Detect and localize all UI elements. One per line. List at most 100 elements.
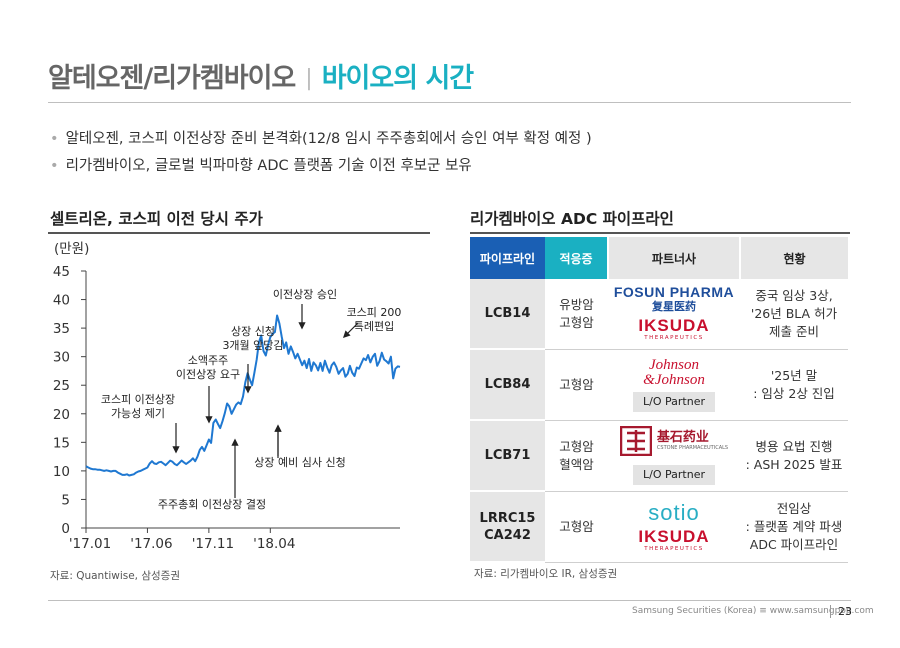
status-cell: 전임상 : 플랫폼 계약 파생 ADC 파이프라인 (740, 491, 848, 563)
table-row: LRRC15 CA242 고형암 sotio IKSUDA THERAPEUTI… (470, 491, 848, 563)
annotation-line: 이전상장 승인 (273, 288, 337, 301)
y-tick-label: 10 (53, 464, 70, 480)
sotio-logo: sotio (648, 499, 700, 525)
annotation-label: 코스피 이전상장 가능성 제기 (101, 393, 175, 420)
annotation-line: 코스피 200 (347, 306, 402, 319)
table-row: LCB84 고형암 Johnson &Johnson L/O Partner '… (470, 349, 848, 421)
footer-url: www.samsungpop.com (766, 606, 874, 616)
indication-cell: 고형암 (545, 491, 608, 563)
cstone-logo-en: CSTONE PHARMACEUTICALS (656, 445, 729, 451)
col-header-partner: 파트너사 (607, 237, 740, 279)
pipeline-table: 파이프라인 적응증 파트너사 현황 LCB14 유방암 고형암 FOSUN PH… (470, 237, 848, 563)
indication-cell: 고형암 혈액암 (545, 420, 608, 492)
partner-cell: 基石药业 CSTONE PHARMACEUTICALS L/O Partner (608, 420, 740, 492)
partner-cell: FOSUN PHARMA 复星医药 IKSUDA THERAPEUTICS (608, 279, 740, 350)
annotation-label: 상장 신청 3개월 앞당김 (222, 325, 283, 352)
price-series (85, 314, 401, 477)
johnson-and-johnson-logo-2: &Johnson (643, 371, 705, 388)
iksuda-logo-sub: THERAPEUTICS (644, 335, 704, 342)
cstone-mark-icon (619, 426, 652, 456)
annotation-label: 코스피 200 특례편입 (347, 306, 402, 333)
annotation-line: 가능성 제기 (111, 407, 165, 420)
iksuda-logo: IKSUDA (638, 316, 710, 336)
lo-partner-badge: L/O Partner (633, 465, 715, 485)
pipeline-cell: LCB84 (470, 349, 545, 421)
y-tick-label: 40 (53, 293, 70, 309)
y-tick-label: 25 (53, 378, 70, 394)
footer-brand: Samsung Securities (Korea) ≡ www.samsung… (632, 606, 874, 616)
status-cell: '25년 말 : 임상 2상 진입 (740, 349, 848, 421)
table-row: LCB71 고형암 혈액암 基石药业 CSTONE PHARMACEUTICAL… (470, 420, 848, 492)
pipeline-cell: LRRC15 CA242 (470, 491, 545, 563)
lo-partner-badge: L/O Partner (633, 391, 715, 412)
y-axis: 0 5 10 15 20 25 30 35 40 45 (53, 264, 87, 537)
fosun-pharma-logo: FOSUN PHARMA (613, 284, 735, 301)
x-tick-label: '17.06 (130, 536, 172, 552)
annotation-line: 이전상장 요구 (176, 368, 240, 381)
indication-cell: 유방암 고형암 (545, 279, 608, 350)
cstone-logo: 基石药业 CSTONE PHARMACEUTICALS (619, 426, 729, 456)
footer-divider (48, 600, 851, 601)
title-separator: | (305, 66, 312, 91)
y-unit-label: (만원) (54, 241, 89, 257)
y-tick-label: 20 (53, 407, 70, 423)
left-section-title: 셀트리온, 코스피 이전 당시 주가 (50, 210, 263, 228)
bullet-text-1: 알테오젠, 코스피 이전상장 준비 본격화(12/8 임시 주주총회에서 승인 … (65, 131, 592, 147)
annotation-line: 주주총회 이전상장 결정 (158, 498, 266, 511)
annotation-label: 이전상장 승인 (273, 288, 337, 301)
y-tick-label: 0 (61, 521, 70, 537)
table-header-row: 파이프라인 적응증 파트너사 현황 (470, 237, 848, 279)
left-source: 자료: Quantiwise, 삼성증권 (50, 570, 180, 582)
table-row: LCB14 유방암 고형암 FOSUN PHARMA 复星医药 IKSUDA T… (470, 279, 848, 350)
annotation-line: 상장 신청 (231, 325, 275, 338)
right-section-rule (470, 232, 850, 234)
x-axis: '17.01 '17.06 '17.11 '18.04 (69, 527, 400, 552)
annotation-line: 3개월 앞당김 (222, 339, 283, 352)
annotation-arrow (342, 322, 359, 339)
annotation-label: 소액주주 이전상장 요구 (176, 354, 240, 381)
annotation-line: 특례편입 (354, 320, 394, 333)
y-tick-label: 5 (61, 492, 70, 508)
x-tick-label: '17.01 (69, 536, 111, 552)
status-cell: 병용 요법 진행 : ASH 2025 발표 (740, 420, 848, 492)
annotation-line: 코스피 이전상장 (101, 393, 175, 406)
title-divider (48, 102, 851, 103)
fosun-pharma-logo-cn: 复星医药 (652, 300, 696, 314)
pipeline-cell: LCB14 (470, 279, 545, 350)
page-number: 23 (830, 605, 852, 618)
x-tick-label: '18.04 (253, 536, 295, 552)
col-header-status: 현황 (739, 237, 848, 279)
x-tick-label: '17.11 (192, 536, 234, 552)
partner-cell: Johnson &Johnson L/O Partner (608, 349, 740, 421)
bullet-list: • 알테오젠, 코스피 이전상장 준비 본격화(12/8 임시 주주총회에서 승인… (50, 126, 592, 180)
y-tick-label: 35 (53, 321, 70, 337)
cstone-logo-cn: 基石药业 (656, 430, 709, 445)
page-title: 알테오젠/리가켐바이오 | 바이오의 시간 (48, 56, 474, 95)
col-header-indication: 적응증 (545, 237, 608, 279)
partner-cell: sotio IKSUDA THERAPEUTICS (608, 491, 740, 563)
y-tick-label: 15 (53, 435, 70, 451)
footer-company: Samsung Securities (Korea) (632, 606, 760, 616)
iksuda-logo-sub: THERAPEUTICS (644, 545, 704, 552)
annotation-line: 상장 예비 심사 신청 (254, 456, 345, 469)
col-header-pipeline: 파이프라인 (470, 237, 545, 279)
y-tick-label: 30 (53, 350, 70, 366)
pipeline-cell: LCB71 (470, 420, 545, 492)
annotation-label: 주주총회 이전상장 결정 (158, 498, 266, 511)
status-cell: 중국 임상 3상, '26년 BLA 허가 제출 준비 (740, 279, 848, 350)
annotation-label: 상장 예비 심사 신청 (254, 456, 345, 469)
title-topic: 바이오의 시간 (321, 63, 474, 94)
bullet-text-2: 리가켐바이오, 글로벌 빅파마향 ADC 플랫폼 기술 이전 후보군 보유 (65, 158, 472, 174)
left-section-rule (48, 232, 430, 234)
y-tick-label: 45 (53, 264, 70, 280)
iksuda-logo: IKSUDA (638, 526, 710, 546)
bullet-item: • 알테오젠, 코스피 이전상장 준비 본격화(12/8 임시 주주총회에서 승인… (50, 131, 592, 147)
indication-cell: 고형암 (545, 349, 608, 421)
right-source: 자료: 리가켐바이오 IR, 삼성증권 (474, 568, 618, 580)
right-section-title: 리가켐바이오 ADC 파이프라인 (470, 210, 674, 228)
price-line (85, 314, 401, 477)
footer-sep: ≡ (759, 606, 767, 616)
bullet-item: • 리가켐바이오, 글로벌 빅파마향 ADC 플랫폼 기술 이전 후보군 보유 (50, 158, 472, 174)
